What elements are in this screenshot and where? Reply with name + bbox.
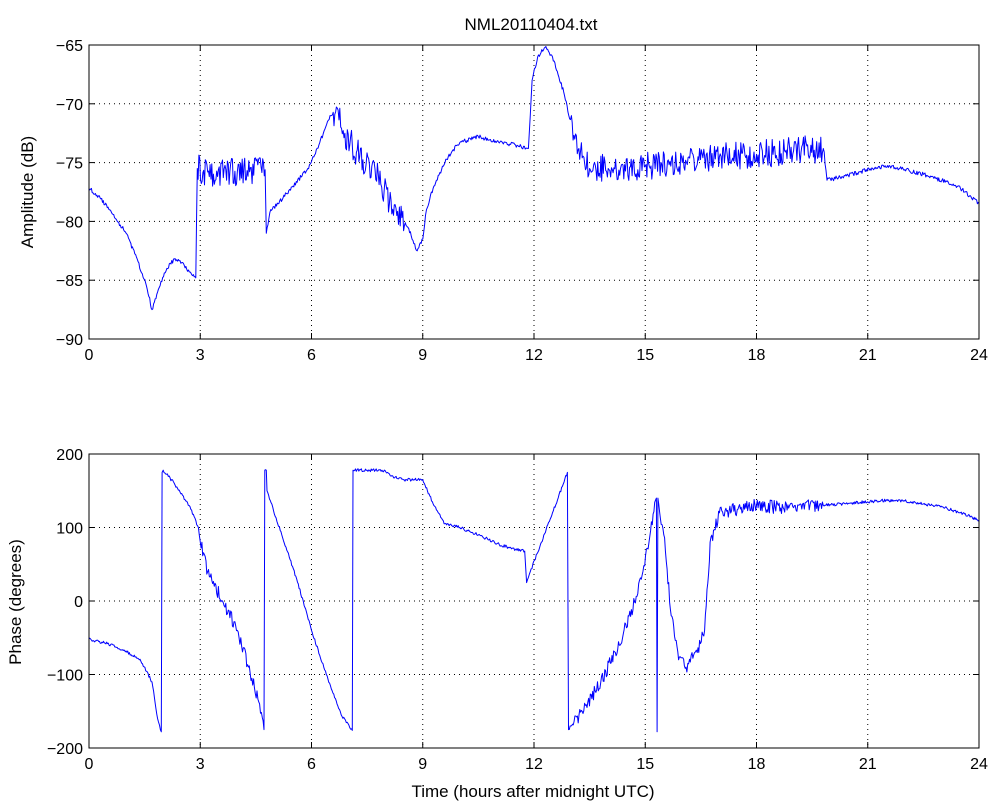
amplitude-series-line [88,46,980,311]
phase-x-axis-label: Time (hours after midnight UTC) [411,782,654,801]
phase-x-tick-label: 12 [525,756,543,773]
phase-x-tick-label: 6 [307,756,316,773]
phase-y-tick-label: −100 [47,668,83,685]
amplitude-y-tick-label: −65 [56,38,83,55]
amplitude-y-tick-label: −75 [56,156,83,173]
amplitude-panel: NML20110404.txt 0 3 6 9 12 15 18 21 24 −90 −85 −80 −… [18,15,988,364]
phase-x-tick-label: 24 [970,756,988,773]
amplitude-plot-frame [88,44,980,340]
phase-x-tick-label: 15 [636,756,654,773]
amplitude-x-tick-label: 15 [636,347,654,364]
amplitude-y-tick-label: −70 [56,97,83,114]
amplitude-x-tick-label: 6 [307,347,316,364]
chart-title: NML20110404.txt [465,15,598,34]
phase-plot-frame [88,453,980,749]
phase-panel: 0 3 6 9 12 15 18 21 24 −200 −100 0 100 200 Phase (deg… [6,447,988,801]
amplitude-x-tick-label: 12 [525,347,543,364]
phase-x-tick-label: 21 [859,756,877,773]
phase-x-tick-label: 18 [748,756,766,773]
phase-x-tick-label: 3 [196,756,205,773]
phase-series-line [88,468,980,733]
amplitude-y-tick-label: −85 [56,273,83,290]
phase-y-tick-label: 100 [56,521,83,538]
phase-x-tick-label: 9 [418,756,427,773]
phase-y-tick-label: 0 [74,594,83,611]
amplitude-y-tick-label: −90 [56,332,83,349]
phase-y-tick-label: 200 [56,447,83,464]
amplitude-y-axis-label: Amplitude (dB) [18,136,37,248]
amplitude-y-tick-label: −80 [56,214,83,231]
phase-x-tick-label: 0 [85,756,94,773]
amplitude-x-tick-label: 18 [748,347,766,364]
amplitude-x-tick-label: 24 [970,347,988,364]
amplitude-x-tick-label: 9 [418,347,427,364]
phase-y-tick-label: −200 [47,741,83,758]
amplitude-x-tick-label: 3 [196,347,205,364]
phase-y-axis-label: Phase (degrees) [6,539,25,665]
amplitude-x-tick-label: 0 [85,347,94,364]
amplitude-x-tick-label: 21 [859,347,877,364]
